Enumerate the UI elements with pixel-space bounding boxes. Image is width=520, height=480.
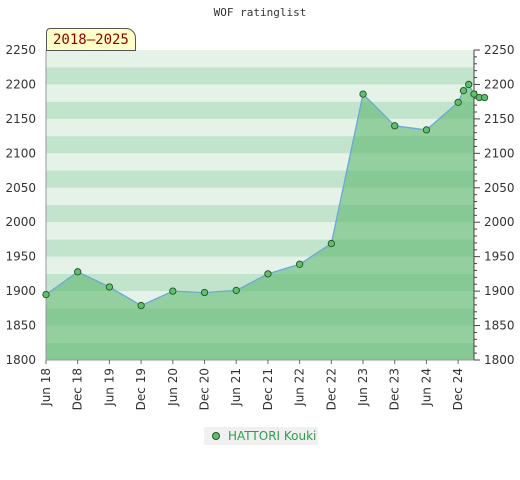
data-point: [74, 268, 82, 276]
y-tick-label-right: 2250: [484, 43, 515, 57]
data-point: [137, 301, 145, 310]
y-tick-label-right: 2100: [484, 146, 515, 160]
grid-band: [46, 101, 474, 119]
x-tick-label: Jun 21: [229, 368, 243, 407]
data-point: [465, 80, 473, 89]
x-tick-label: Jun 19: [102, 368, 116, 407]
data-point: [422, 126, 431, 134]
date-range-label: 2018–2025: [46, 28, 136, 51]
data-point: [327, 239, 335, 248]
y-tick-label-left: 2100: [5, 146, 36, 160]
legend[interactable]: HATTORI Kouki: [204, 427, 318, 445]
y-tick-label-right: 2000: [484, 215, 515, 229]
x-tick-label: Dec 19: [134, 368, 148, 410]
data-point: [470, 90, 478, 98]
y-tick-label-left: 1950: [5, 250, 36, 264]
data-point: [169, 287, 177, 295]
data-point: [391, 122, 399, 130]
x-tick-label: Dec 22: [324, 368, 338, 410]
y-tick-label-left: 1800: [5, 353, 36, 367]
chart-title: WOF ratinglist: [213, 6, 307, 19]
y-tick-label-right: 1950: [484, 250, 515, 264]
x-tick-label: Jun 24: [419, 368, 433, 407]
y-tick-label-left: 2000: [5, 215, 36, 229]
data-point: [359, 90, 367, 98]
y-tick-label-left: 1850: [5, 319, 36, 333]
y-tick-label-right: 2200: [484, 77, 515, 91]
y-tick-label-right: 1900: [484, 284, 515, 298]
data-point: [105, 283, 114, 291]
x-tick-label: Jun 23: [356, 368, 370, 407]
grid-band: [46, 67, 474, 85]
x-tick-label: Dec 23: [388, 368, 402, 410]
x-tick-label: Jun 20: [166, 368, 180, 407]
x-tick-label: Jun 22: [293, 368, 307, 407]
y-tick-label-right: 1800: [484, 353, 515, 367]
data-point: [295, 260, 304, 268]
data-point: [454, 98, 462, 107]
x-tick-label: Jun 18: [39, 368, 53, 407]
grid-band: [46, 84, 474, 102]
legend-marker: [212, 432, 220, 440]
data-point: [459, 86, 468, 95]
x-tick-label: Dec 21: [261, 368, 275, 410]
y-tick-label-left: 2150: [5, 112, 36, 126]
y-tick-label-left: 1900: [5, 284, 36, 298]
y-tick-label-left: 2200: [5, 77, 36, 91]
data-point: [480, 93, 489, 102]
y-tick-label-right: 2150: [484, 112, 515, 126]
data-point: [200, 288, 209, 297]
legend-label: HATTORI Kouki: [228, 429, 317, 443]
y-tick-label-left: 2250: [5, 43, 36, 57]
area-fill: [46, 84, 474, 360]
grid-band: [46, 50, 474, 68]
y-tick-label-left: 2050: [5, 181, 36, 195]
x-tick-label: Dec 20: [198, 368, 212, 410]
y-tick-label-right: 2050: [484, 181, 515, 195]
y-tick-label-right: 1850: [484, 319, 515, 333]
data-point: [232, 286, 240, 295]
data-point: [42, 290, 50, 299]
data-point: [264, 270, 272, 278]
x-tick-label: Dec 18: [71, 368, 85, 410]
x-tick-label: Dec 24: [451, 368, 465, 410]
